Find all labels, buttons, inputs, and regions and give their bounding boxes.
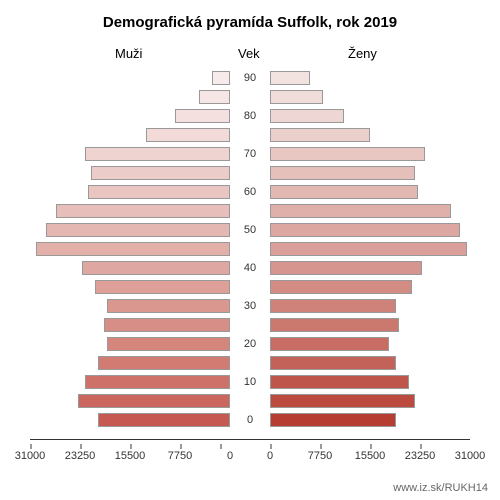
x-tick-label: 15500 — [115, 450, 146, 462]
bar-female — [270, 394, 415, 408]
bar-female — [270, 128, 370, 142]
bar-male — [212, 71, 230, 85]
x-tick-label: 0 — [267, 450, 273, 462]
bar-female — [270, 185, 418, 199]
y-tick-label: 0 — [230, 414, 270, 426]
bar-male — [175, 109, 230, 123]
bar-male — [88, 185, 230, 199]
bar-female — [270, 166, 415, 180]
x-tick-label: 31000 — [455, 450, 486, 462]
bar-male — [95, 280, 230, 294]
x-tick-label: 15500 — [355, 450, 386, 462]
bar-male — [104, 318, 230, 332]
bar-male — [98, 356, 230, 370]
left-series-label: Muži — [115, 46, 142, 61]
bar-male — [82, 261, 230, 275]
population-pyramid-chart: Demografická pyramída Suffolk, rok 2019 … — [0, 0, 500, 500]
bar-female — [270, 71, 310, 85]
bar-female — [270, 280, 412, 294]
bar-male — [78, 394, 230, 408]
bar-female — [270, 261, 422, 275]
bar-male — [56, 204, 230, 218]
y-tick-label: 50 — [230, 224, 270, 236]
center-axis-label: Vek — [238, 46, 260, 61]
x-axis: 3100023250155007750007750155002325031000 — [30, 444, 470, 474]
bar-female — [270, 242, 467, 256]
bar-male — [85, 375, 230, 389]
x-tick-label: 7750 — [308, 450, 332, 462]
bar-female — [270, 223, 460, 237]
right-series-label: Ženy — [348, 46, 377, 61]
x-tick-label: 31000 — [15, 450, 46, 462]
y-tick-label: 80 — [230, 110, 270, 122]
y-tick-label: 90 — [230, 72, 270, 84]
bar-female — [270, 375, 409, 389]
x-tick-label: 23250 — [405, 450, 436, 462]
y-tick-label: 30 — [230, 300, 270, 312]
x-tick-label: 7750 — [168, 450, 192, 462]
y-axis: 0 10 20 30 40 50 60 70 80 90 — [230, 60, 270, 439]
x-tick-label: 0 — [227, 450, 233, 462]
source-attribution: www.iz.sk/RUKH14 — [393, 482, 488, 494]
bar-male — [107, 299, 230, 313]
y-tick-label: 60 — [230, 186, 270, 198]
bar-female — [270, 204, 451, 218]
bar-female — [270, 109, 344, 123]
bar-male — [36, 242, 230, 256]
y-tick-label: 20 — [230, 338, 270, 350]
bar-female — [270, 147, 425, 161]
x-tick-label: 23250 — [65, 450, 96, 462]
bar-female — [270, 318, 399, 332]
bar-female — [270, 337, 389, 351]
plot-area: 0 10 20 30 40 50 60 70 80 90 — [30, 60, 470, 440]
bar-male — [91, 166, 230, 180]
bar-female — [270, 299, 396, 313]
bars-left — [30, 60, 230, 439]
bar-female — [270, 356, 396, 370]
y-tick-label: 70 — [230, 148, 270, 160]
bar-male — [98, 413, 230, 427]
bar-male — [107, 337, 230, 351]
y-tick-label: 40 — [230, 262, 270, 274]
bars-right — [270, 60, 470, 439]
bar-male — [199, 90, 230, 104]
y-tick-label: 10 — [230, 376, 270, 388]
bar-male — [146, 128, 230, 142]
bar-male — [85, 147, 230, 161]
bar-female — [270, 90, 323, 104]
bar-male — [46, 223, 230, 237]
bar-female — [270, 413, 396, 427]
chart-title: Demografická pyramída Suffolk, rok 2019 — [0, 14, 500, 31]
